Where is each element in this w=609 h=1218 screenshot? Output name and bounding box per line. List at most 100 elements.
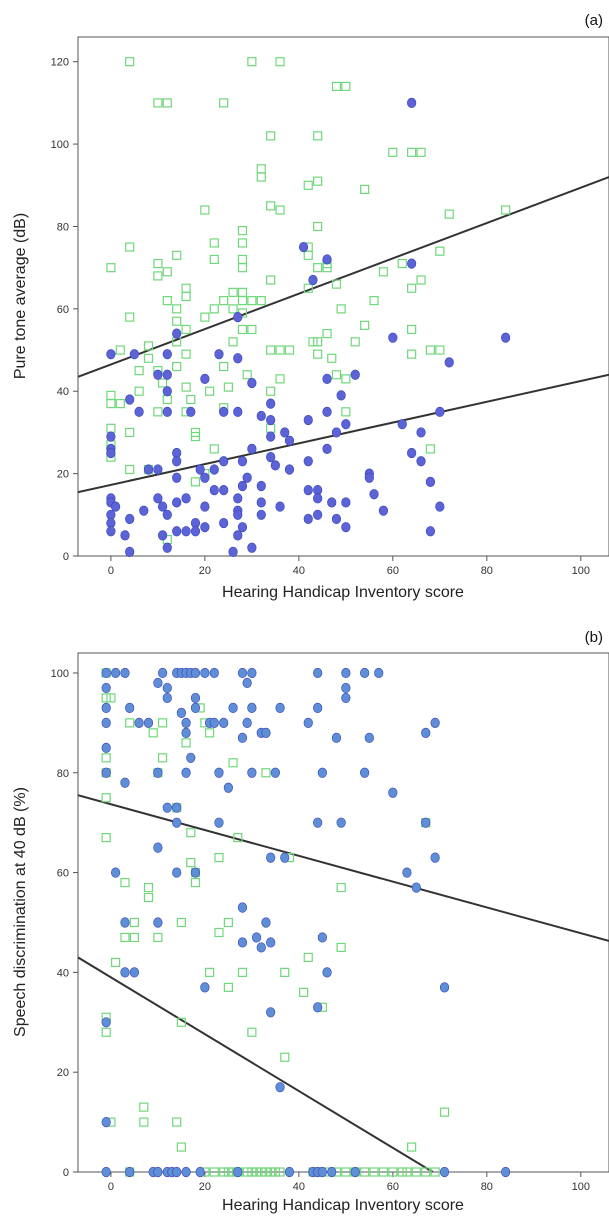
point-circle xyxy=(407,97,417,109)
y-tick-label: 60 xyxy=(57,868,69,880)
point-circle xyxy=(350,1166,360,1178)
point-circle xyxy=(256,942,266,953)
point-square xyxy=(388,147,398,157)
point-circle xyxy=(209,667,219,679)
point-circle xyxy=(153,369,163,380)
point-square xyxy=(298,987,309,997)
point-square xyxy=(157,718,168,728)
point-circle xyxy=(219,517,229,529)
point-circle xyxy=(101,742,111,753)
point-circle xyxy=(172,472,182,483)
point-square xyxy=(209,304,219,314)
point-square xyxy=(350,337,360,347)
point-circle xyxy=(223,782,233,793)
point-square xyxy=(228,758,238,768)
point-square xyxy=(303,283,313,293)
point-circle xyxy=(360,667,370,679)
x-tick-label: 20 xyxy=(199,565,211,577)
point-square xyxy=(242,1167,252,1177)
point-square xyxy=(172,250,182,260)
point-square xyxy=(421,1167,431,1177)
point-circle xyxy=(416,427,426,438)
point-circle xyxy=(261,917,271,928)
point-square xyxy=(407,283,417,293)
point-square xyxy=(266,386,276,396)
point-circle xyxy=(219,717,229,728)
point-circle xyxy=(228,702,238,713)
point-circle xyxy=(162,692,172,704)
point-circle xyxy=(181,727,191,738)
point-circle xyxy=(195,1166,205,1178)
point-circle xyxy=(101,1166,111,1178)
point-square xyxy=(219,98,229,108)
point-square xyxy=(143,341,154,351)
point-square xyxy=(129,932,139,943)
point-square xyxy=(336,882,346,893)
point-circle xyxy=(172,867,182,878)
point-square xyxy=(125,312,135,322)
y-tick-label: 0 xyxy=(63,551,69,563)
point-square xyxy=(101,753,111,763)
point-circle xyxy=(322,967,332,978)
point-circle xyxy=(120,530,130,541)
point-circle xyxy=(200,667,210,679)
point-circle xyxy=(280,427,290,438)
point-circle xyxy=(308,274,318,286)
fit-lines-b xyxy=(78,794,609,1172)
point-circle xyxy=(219,456,229,467)
point-square xyxy=(341,1167,351,1177)
point-circle xyxy=(407,258,417,269)
point-square xyxy=(284,345,295,355)
point-circle xyxy=(251,932,262,943)
point-circle xyxy=(101,667,111,679)
point-circle xyxy=(341,682,351,694)
point-circle xyxy=(247,542,257,553)
point-circle xyxy=(120,967,130,978)
point-circle xyxy=(172,456,182,467)
points-b xyxy=(101,667,511,1178)
point-circle xyxy=(110,667,121,679)
y-tick-label: 80 xyxy=(57,768,69,780)
point-square xyxy=(237,324,248,335)
point-circle xyxy=(284,1166,295,1178)
x-tick-label: 100 xyxy=(572,1181,590,1193)
point-circle xyxy=(162,386,172,397)
point-circle xyxy=(421,727,431,738)
point-circle xyxy=(233,509,243,520)
point-square xyxy=(501,205,511,215)
point-circle xyxy=(162,349,172,360)
point-square xyxy=(190,477,201,487)
point-square xyxy=(125,464,135,475)
point-square xyxy=(360,320,370,330)
point-circle xyxy=(125,394,135,405)
point-circle xyxy=(101,702,111,713)
point-square xyxy=(228,304,238,314)
point-square xyxy=(143,882,154,893)
point-square xyxy=(303,952,313,963)
point-circle xyxy=(101,717,111,728)
point-square xyxy=(247,57,257,67)
point-square xyxy=(228,287,238,297)
point-square xyxy=(247,296,257,306)
x-tick-label: 80 xyxy=(481,1181,493,1193)
point-square xyxy=(369,1167,379,1177)
point-square xyxy=(115,345,125,355)
point-square xyxy=(303,250,313,260)
point-square xyxy=(331,279,342,289)
point-circle xyxy=(106,526,116,537)
point-square xyxy=(162,267,172,277)
point-circle xyxy=(129,967,139,978)
point-circle xyxy=(266,1007,276,1018)
point-circle xyxy=(374,667,384,679)
point-circle xyxy=(120,917,130,928)
point-circle xyxy=(275,501,285,512)
point-circle xyxy=(242,472,252,483)
fit-line xyxy=(78,176,609,378)
point-square xyxy=(341,407,351,417)
point-circle xyxy=(143,717,154,728)
point-square xyxy=(190,431,201,442)
point-circle xyxy=(364,732,374,743)
point-square xyxy=(275,345,285,355)
point-circle xyxy=(200,982,210,993)
point-circle xyxy=(233,1166,243,1178)
